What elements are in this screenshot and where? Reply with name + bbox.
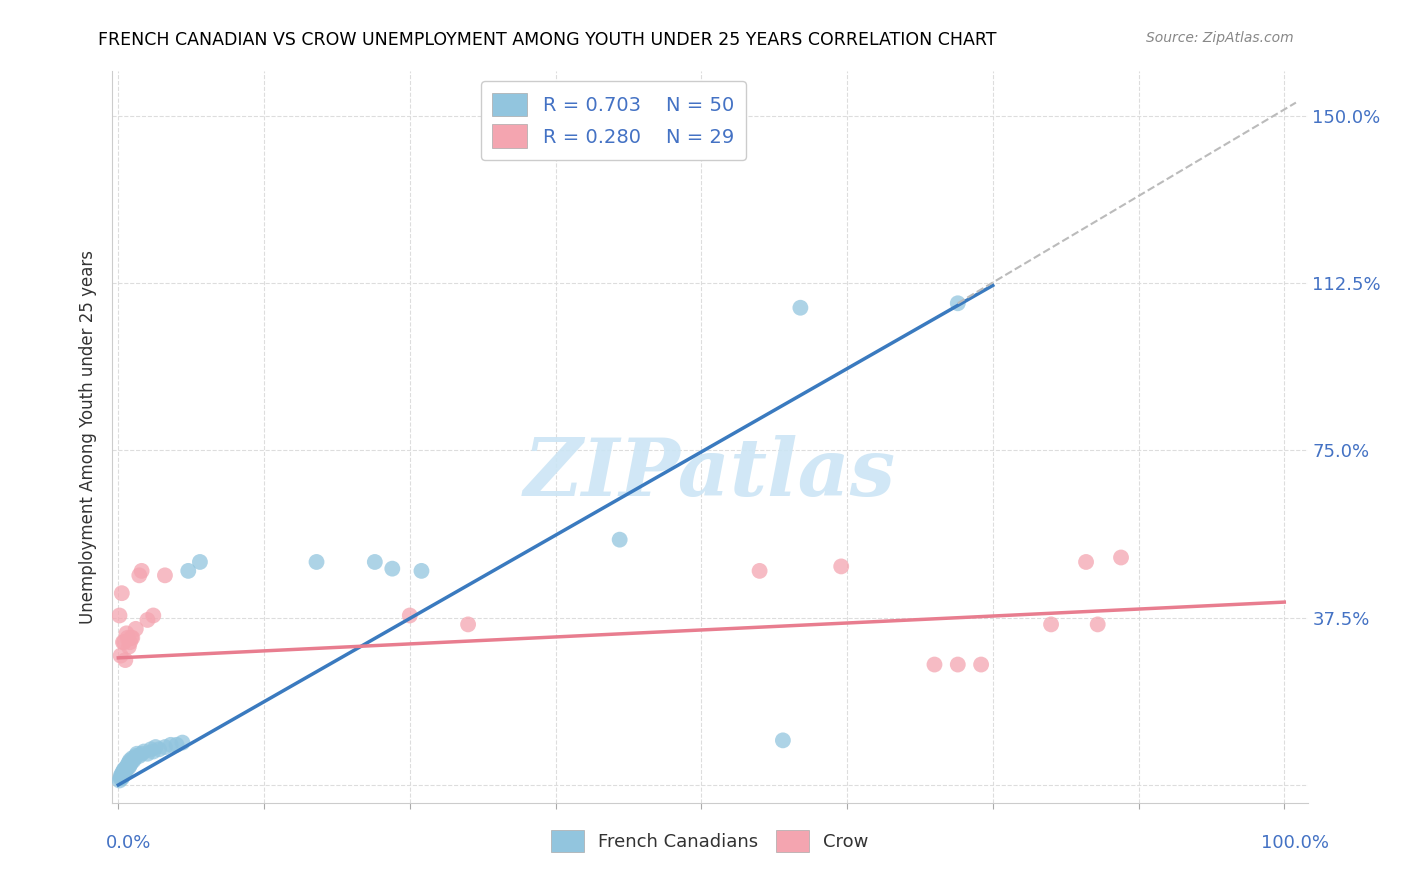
Text: ZIPatlas: ZIPatlas (524, 435, 896, 512)
Legend: French Canadians, Crow: French Canadians, Crow (544, 823, 876, 860)
Point (117, 631, 139, 645)
Point (128, 749, 150, 764)
Point (114, 653, 136, 667)
Text: 100.0%: 100.0% (1261, 834, 1329, 852)
Point (115, 626, 138, 640)
Point (131, 747, 153, 761)
Point (188, 555, 211, 569)
Text: FRENCH CANADIAN VS CROW UNEMPLOYMENT AMONG YOUTH UNDER 25 YEARS CORRELATION CHAR: FRENCH CANADIAN VS CROW UNEMPLOYMENT AMO… (98, 31, 997, 49)
Point (457, 617, 479, 632)
Point (111, 771, 134, 786)
Point (139, 742, 162, 756)
Point (136, 747, 159, 761)
Point (110, 771, 132, 786)
Point (148, 742, 170, 756)
Point (112, 767, 135, 781)
Point (121, 631, 143, 645)
Point (1109, 550, 1132, 565)
Point (121, 751, 143, 765)
Point (128, 568, 150, 582)
Point (125, 749, 148, 764)
Point (748, 564, 770, 578)
Point (131, 564, 153, 578)
Point (145, 740, 167, 755)
Point (120, 631, 142, 645)
Point (110, 769, 132, 783)
Point (124, 751, 146, 765)
Point (153, 568, 176, 582)
Point (1087, 617, 1109, 632)
Point (118, 753, 141, 767)
Point (118, 640, 141, 654)
Point (609, 533, 631, 547)
Point (111, 767, 134, 781)
Point (108, 608, 131, 623)
Point (112, 762, 135, 776)
Point (111, 764, 134, 779)
Point (132, 744, 155, 758)
Point (946, 296, 969, 310)
Point (305, 555, 328, 569)
Point (110, 648, 132, 663)
Point (118, 635, 141, 649)
Point (120, 756, 142, 770)
Point (153, 740, 176, 755)
Point (177, 564, 200, 578)
Point (112, 635, 135, 649)
Point (111, 586, 134, 600)
Point (1074, 555, 1097, 569)
Point (364, 555, 387, 569)
Point (159, 738, 181, 752)
Point (118, 756, 141, 770)
Point (122, 753, 145, 767)
Point (924, 657, 946, 672)
Point (114, 762, 136, 776)
Point (946, 657, 969, 672)
Point (142, 608, 165, 623)
Point (398, 608, 420, 623)
Y-axis label: Unemployment Among Youth under 25 years: Unemployment Among Youth under 25 years (79, 250, 97, 624)
Point (142, 744, 165, 758)
Point (114, 764, 136, 779)
Point (772, 733, 794, 747)
Point (117, 758, 139, 772)
Point (117, 760, 139, 774)
Text: Source: ZipAtlas.com: Source: ZipAtlas.com (1146, 31, 1294, 45)
Text: 0.0%: 0.0% (105, 834, 150, 852)
Point (111, 769, 134, 783)
Point (789, 301, 811, 315)
Point (166, 738, 188, 752)
Point (172, 735, 194, 749)
Point (970, 657, 993, 672)
Point (830, 559, 852, 574)
Point (1040, 617, 1063, 632)
Point (111, 769, 134, 783)
Point (125, 622, 148, 636)
Point (125, 747, 148, 761)
Point (118, 760, 141, 774)
Point (111, 635, 134, 649)
Point (115, 762, 138, 776)
Point (112, 764, 135, 779)
Point (381, 562, 404, 576)
Point (411, 564, 433, 578)
Point (115, 760, 138, 774)
Point (136, 613, 159, 627)
Point (108, 773, 131, 788)
Point (111, 767, 134, 781)
Point (118, 758, 141, 772)
